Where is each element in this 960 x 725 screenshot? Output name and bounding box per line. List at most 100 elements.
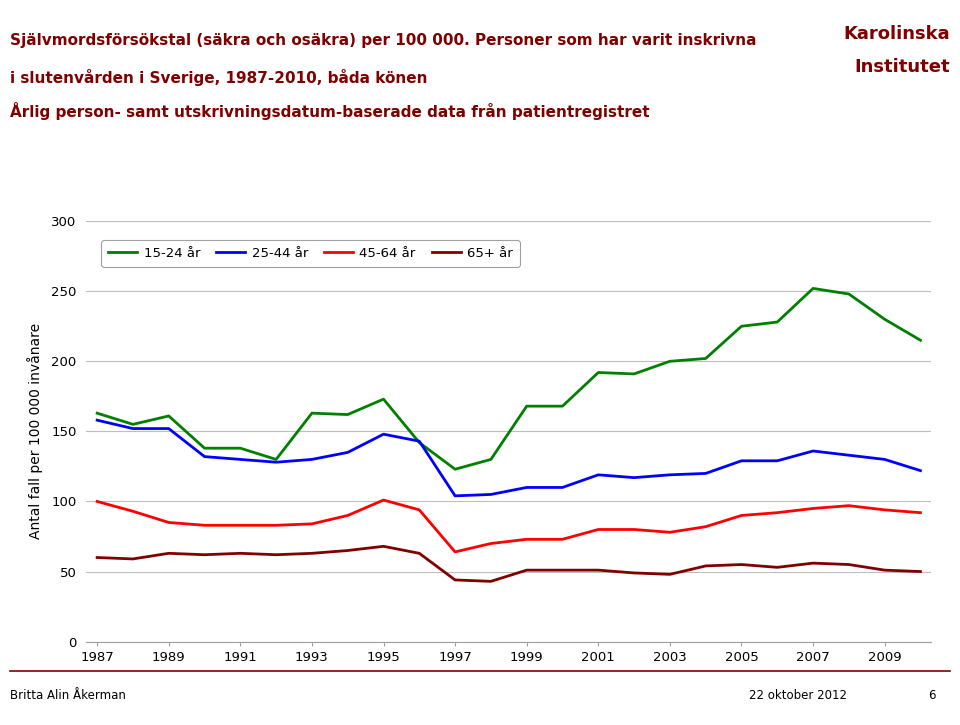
25-44 år — [199, 452, 210, 461]
25-44 år — [91, 416, 103, 425]
65+ år — [772, 563, 783, 572]
15-24 år — [342, 410, 353, 419]
65+ år — [557, 566, 568, 574]
65+ år — [449, 576, 461, 584]
65+ år — [234, 549, 246, 558]
45-64 år — [449, 547, 461, 556]
45-64 år — [271, 521, 282, 530]
25-44 år — [879, 455, 891, 464]
Text: Karolinska: Karolinska — [844, 25, 950, 44]
45-64 år — [485, 539, 496, 548]
15-24 år — [700, 354, 711, 362]
15-24 år — [306, 409, 318, 418]
15-24 år — [879, 315, 891, 323]
15-24 år — [127, 420, 138, 428]
45-64 år — [735, 511, 747, 520]
15-24 år — [735, 322, 747, 331]
65+ år — [127, 555, 138, 563]
65+ år — [91, 553, 103, 562]
25-44 år — [700, 469, 711, 478]
45-64 år — [772, 508, 783, 517]
Line: 45-64 år: 45-64 år — [97, 500, 921, 552]
Y-axis label: Antal fall per 100 000 invånare: Antal fall per 100 000 invånare — [27, 323, 43, 539]
65+ år — [306, 549, 318, 558]
25-44 år — [163, 424, 175, 433]
15-24 år — [915, 336, 926, 344]
15-24 år — [271, 455, 282, 464]
65+ år — [485, 577, 496, 586]
25-44 år — [664, 471, 676, 479]
Text: Britta Alin Åkerman: Britta Alin Åkerman — [10, 689, 126, 702]
45-64 år — [342, 511, 353, 520]
15-24 år — [377, 395, 389, 404]
15-24 år — [807, 284, 819, 293]
Text: Självmordsförsökstal (säkra och osäkra) per 100 000. Personer som har varit insk: Självmordsförsökstal (säkra och osäkra) … — [10, 33, 756, 48]
45-64 år — [414, 505, 425, 514]
25-44 år — [342, 448, 353, 457]
15-24 år — [629, 370, 640, 378]
45-64 år — [700, 522, 711, 531]
15-24 år — [557, 402, 568, 410]
65+ år — [377, 542, 389, 551]
Line: 15-24 år: 15-24 år — [97, 289, 921, 469]
25-44 år — [306, 455, 318, 464]
45-64 år — [199, 521, 210, 530]
Text: Institutet: Institutet — [854, 58, 950, 76]
25-44 år — [843, 451, 854, 460]
15-24 år — [163, 412, 175, 420]
65+ år — [915, 567, 926, 576]
45-64 år — [879, 505, 891, 514]
25-44 år — [449, 492, 461, 500]
Text: 6: 6 — [928, 689, 936, 702]
65+ år — [414, 549, 425, 558]
15-24 år — [664, 357, 676, 365]
25-44 år — [377, 430, 389, 439]
25-44 år — [521, 483, 533, 492]
45-64 år — [557, 535, 568, 544]
15-24 år — [234, 444, 246, 452]
25-44 år — [772, 457, 783, 465]
45-64 år — [377, 496, 389, 505]
Text: i slutenvården i Sverige, 1987-2010, båda könen: i slutenvården i Sverige, 1987-2010, båd… — [10, 69, 427, 86]
65+ år — [271, 550, 282, 559]
25-44 år — [915, 466, 926, 475]
45-64 år — [127, 507, 138, 515]
45-64 år — [664, 528, 676, 536]
25-44 år — [485, 490, 496, 499]
25-44 år — [557, 483, 568, 492]
65+ år — [664, 570, 676, 579]
65+ år — [199, 550, 210, 559]
65+ år — [592, 566, 604, 574]
15-24 år — [485, 455, 496, 464]
65+ år — [629, 568, 640, 577]
45-64 år — [843, 501, 854, 510]
25-44 år — [735, 457, 747, 465]
15-24 år — [199, 444, 210, 452]
65+ år — [700, 562, 711, 571]
45-64 år — [163, 518, 175, 527]
65+ år — [735, 560, 747, 569]
45-64 år — [915, 508, 926, 517]
65+ år — [879, 566, 891, 574]
25-44 år — [271, 458, 282, 467]
25-44 år — [592, 471, 604, 479]
45-64 år — [807, 504, 819, 513]
65+ år — [521, 566, 533, 574]
15-24 år — [449, 465, 461, 473]
65+ år — [807, 559, 819, 568]
Text: Årlig person- samt utskrivningsdatum-baserade data från patientregistret: Årlig person- samt utskrivningsdatum-bas… — [10, 102, 649, 120]
15-24 år — [592, 368, 604, 377]
45-64 år — [91, 497, 103, 506]
45-64 år — [521, 535, 533, 544]
45-64 år — [629, 525, 640, 534]
Line: 65+ år: 65+ år — [97, 547, 921, 581]
Text: 22 oktober 2012: 22 oktober 2012 — [749, 689, 847, 702]
65+ år — [342, 546, 353, 555]
65+ år — [843, 560, 854, 569]
25-44 år — [414, 437, 425, 446]
45-64 år — [592, 525, 604, 534]
25-44 år — [629, 473, 640, 482]
65+ år — [163, 549, 175, 558]
15-24 år — [521, 402, 533, 410]
25-44 år — [807, 447, 819, 455]
